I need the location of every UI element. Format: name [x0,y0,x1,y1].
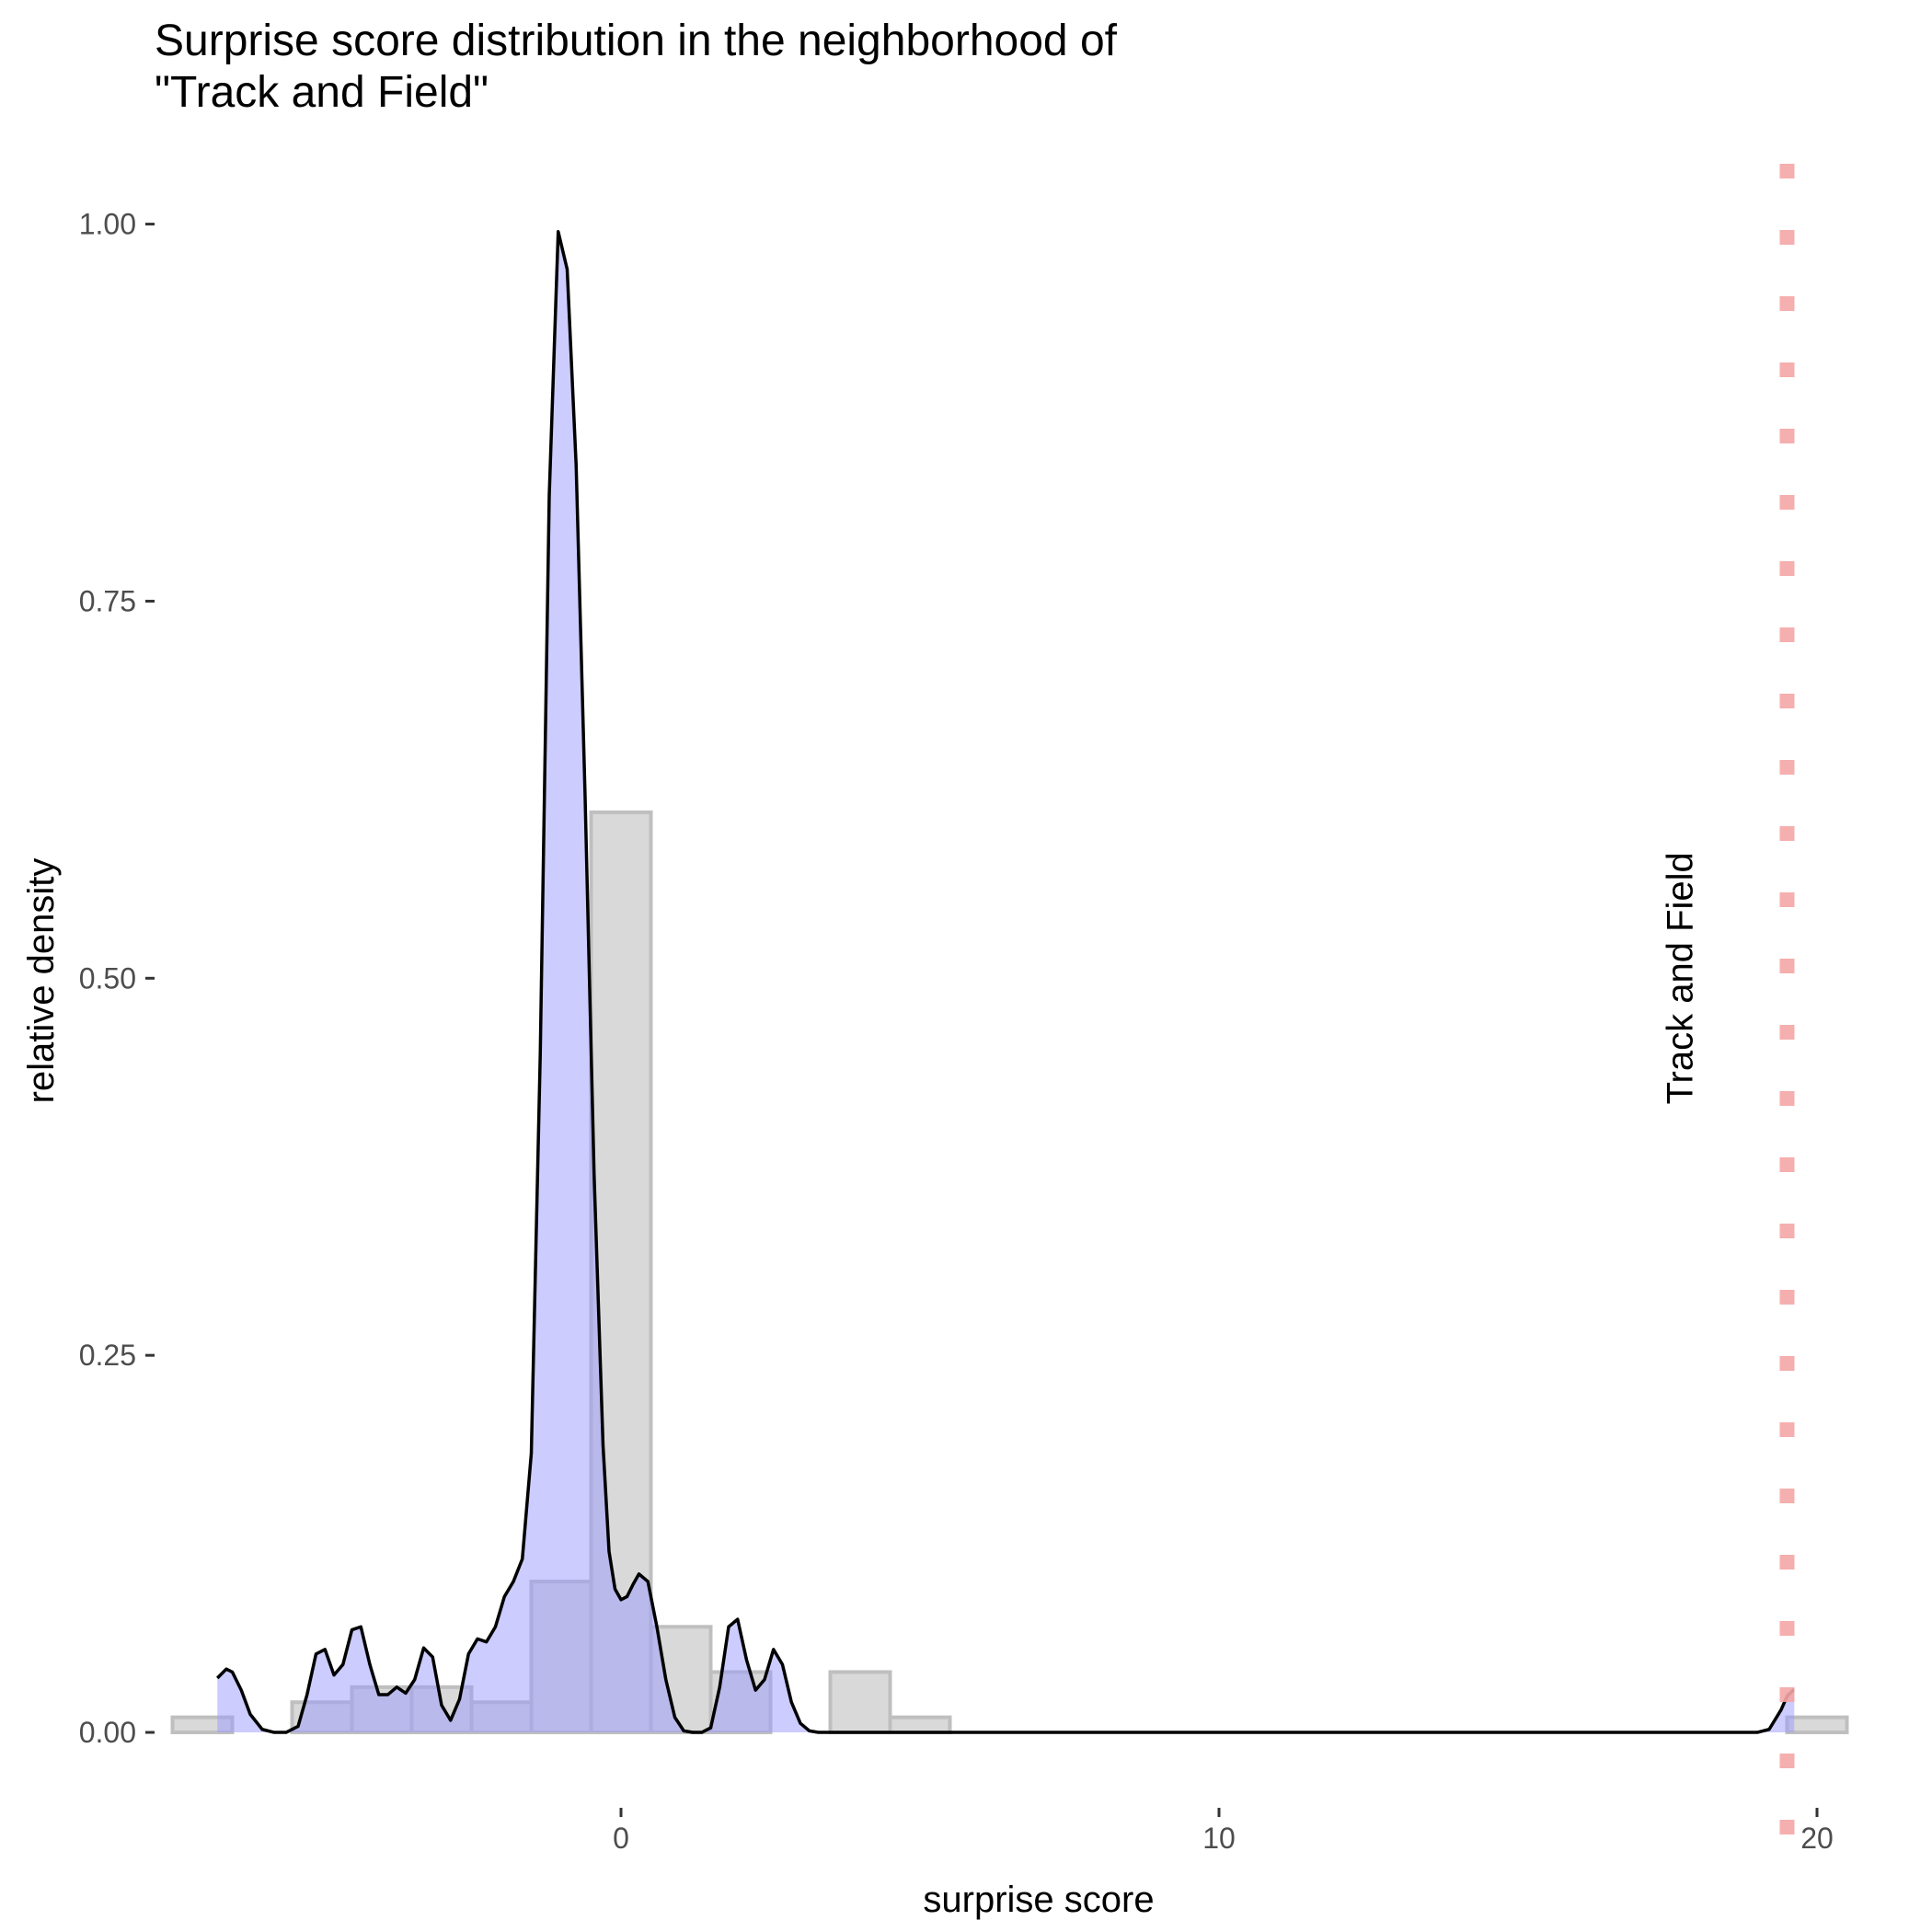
histogram [170,810,1849,1735]
x-tick-label: 10 [1202,1822,1236,1855]
x-tick-label: 20 [1800,1822,1834,1855]
x-axis-label: surprise score [923,1880,1154,1920]
y-tick-label: 0.00 [79,1716,136,1749]
chart-title-line1: Surprise score distribution in the neigh… [155,17,1118,65]
histogram-bar-11 [888,1715,952,1735]
y-tick-label: 0.50 [79,961,136,995]
y-axis-label: relative density [21,858,62,1104]
reference-line-label: Track and Field [1661,852,1701,1104]
y-tick-label: 0.75 [79,584,136,617]
density-curve [216,230,1795,1734]
x-axis: 0 10 20 [613,1808,1834,1855]
x-tick-label: 0 [613,1822,629,1855]
y-tick-label: 0.25 [79,1339,136,1372]
y-axis: 0.00 0.25 0.50 0.75 1.00 [79,208,155,1749]
chart-title-line2: "Track and Field" [155,68,489,117]
density-area [217,231,1795,1733]
y-tick-label: 1.00 [79,208,136,241]
density-line [216,230,1795,1734]
histogram-bar-10 [828,1670,892,1735]
histogram-bar-12 [1785,1715,1849,1735]
